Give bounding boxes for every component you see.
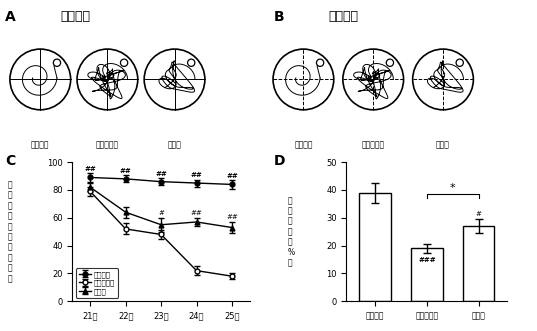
Text: #: # [476,211,482,217]
Text: 治疗组: 治疗组 [168,141,182,150]
Text: 溶剂对照组: 溶剂对照组 [96,141,119,150]
Text: ##: ## [155,170,167,176]
Text: ###: ### [418,257,436,263]
Text: B: B [274,10,285,24]
Text: 寻
找
平
台
的
时
间
（
秒
）: 寻 找 平 台 的 时 间 （ 秒 ） [8,180,13,283]
Bar [411,248,442,301]
Text: ##: ## [226,172,238,179]
Text: ##: ## [226,214,238,220]
Text: 空
间
记
忆
（
%
）: 空 间 记 忆 （ % ） [287,196,294,267]
Text: A: A [5,10,16,24]
Legend: 假手术组, 溶剂对照组, 治疗组: 假手术组, 溶剂对照组, 治疗组 [76,268,118,298]
Text: ##: ## [120,168,132,174]
Text: ##: ## [191,210,202,216]
Text: 假手术组: 假手术组 [31,141,49,150]
Text: ##: ## [84,166,96,172]
Bar [359,193,390,301]
Text: ##: ## [191,172,202,178]
Text: 信号学习: 信号学习 [60,10,90,23]
Text: 空间记忆: 空间记忆 [329,10,359,23]
Text: C: C [5,154,16,168]
Text: *: * [450,183,456,193]
Bar [463,226,495,301]
Text: #: # [158,210,164,216]
Text: 假手术组: 假手术组 [294,141,313,150]
Text: 溶剂对照组: 溶剂对照组 [361,141,385,150]
Text: 治疗组: 治疗组 [436,141,450,150]
Text: D: D [274,154,285,168]
